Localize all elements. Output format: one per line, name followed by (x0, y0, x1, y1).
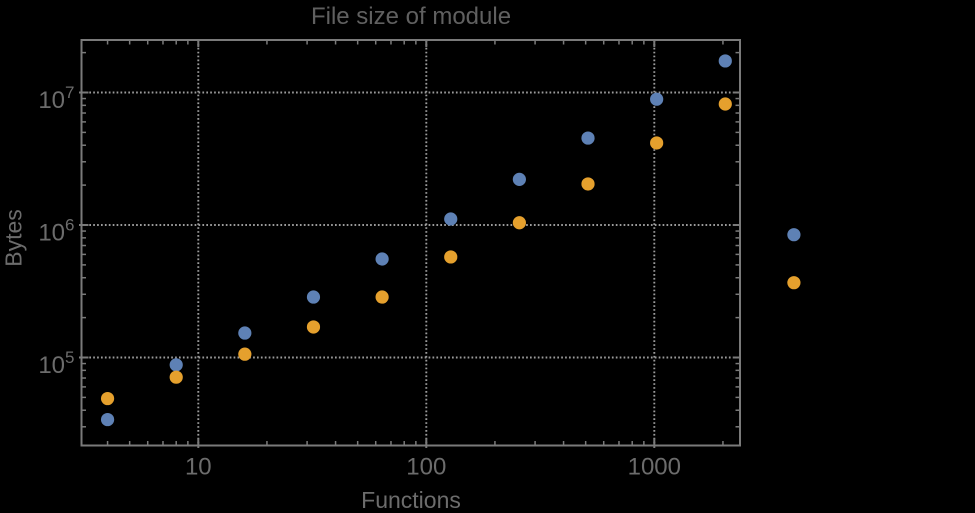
data-point-series-1 (512, 172, 526, 186)
data-point-series-1 (444, 212, 458, 226)
x-tick-label: 10 (185, 454, 212, 481)
data-point-series-2 (375, 290, 389, 304)
data-point-series-2 (718, 97, 732, 111)
y-tick-label: 107 (38, 83, 74, 114)
chart-title: File size of module (310, 3, 512, 30)
data-point-series-2 (512, 216, 526, 230)
data-point-series-1 (718, 54, 732, 68)
y-tick-label: 106 (38, 216, 74, 247)
data-point-series-2 (581, 177, 595, 191)
data-point-series-2 (444, 250, 458, 264)
data-point-series-1 (787, 228, 801, 242)
x-axis-label: Functions (361, 487, 461, 513)
x-tick-label: 100 (406, 454, 446, 481)
plot-frame (80, 39, 741, 447)
data-point-series-1 (238, 326, 252, 340)
data-point-series-1 (581, 131, 595, 145)
data-point-series-2 (100, 391, 115, 406)
y-tick-label: 105 (38, 348, 74, 379)
y-axis-label: Bytes (0, 209, 27, 267)
data-point-series-2 (650, 136, 664, 150)
data-point-series-2 (787, 276, 801, 290)
data-point-series-2 (306, 320, 321, 334)
data-point-series-2 (238, 347, 252, 361)
x-tick-label: 1000 (628, 454, 681, 481)
data-point-series-1 (375, 252, 389, 266)
data-point-series-1 (169, 358, 183, 372)
data-point-series-2 (169, 370, 183, 384)
data-point-series-1 (650, 92, 664, 106)
data-point-series-1 (100, 412, 115, 427)
data-point-series-1 (306, 290, 321, 304)
